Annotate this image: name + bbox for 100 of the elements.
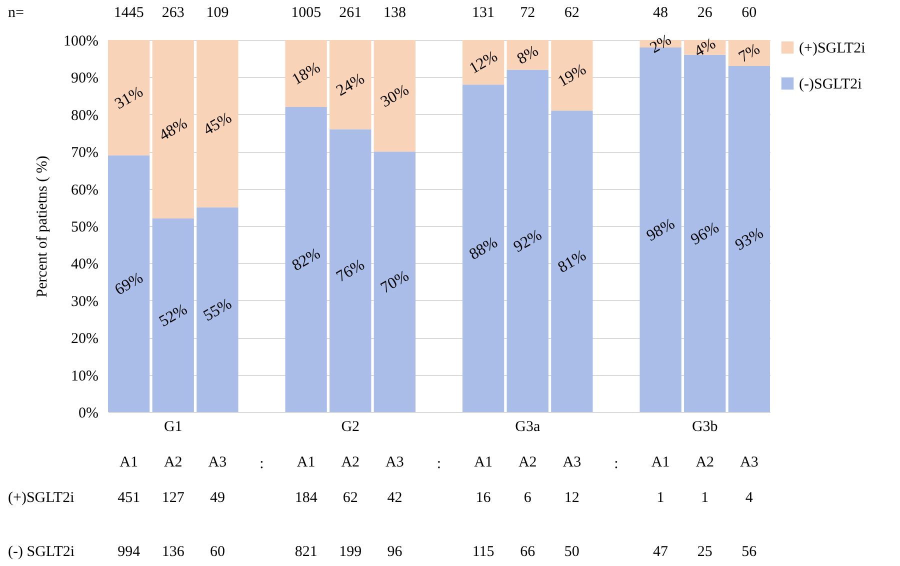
y-tick-label: 80% <box>71 108 98 124</box>
data-label: 69% <box>112 269 146 299</box>
text: (+)SGLT2i <box>8 490 74 506</box>
y-tick-label: 50% <box>71 220 98 236</box>
y-tick-label: 60% <box>71 182 98 198</box>
y-tick-label: 40% <box>71 256 98 273</box>
bar <box>374 152 416 412</box>
x-tick-label: A1 <box>651 454 670 470</box>
data-label: 88% <box>466 234 501 264</box>
text: 127 <box>162 490 185 506</box>
data-label: 18% <box>289 59 324 89</box>
text: G2 <box>341 419 360 435</box>
data-label: 82% <box>289 245 324 275</box>
bar <box>506 40 548 70</box>
bar <box>196 40 238 208</box>
data-label: 81% <box>555 247 590 276</box>
y-tick-label: 10% <box>71 368 98 384</box>
x-tick-label: A1 <box>296 454 316 470</box>
text: 6 <box>524 490 532 506</box>
bar <box>374 40 416 152</box>
text: 60 <box>210 544 225 560</box>
bar <box>152 40 194 219</box>
data-label: 30% <box>378 82 412 111</box>
text: 50 <box>564 544 580 560</box>
x-tick-label: A1 <box>120 454 138 470</box>
text: : <box>436 456 442 472</box>
text: G1 <box>164 419 182 435</box>
data-label: 93% <box>732 224 766 254</box>
x-tick-label: A2 <box>341 454 360 470</box>
bar <box>462 40 504 85</box>
x-tick-label: A1 <box>474 454 492 470</box>
x-tick-label: A3 <box>740 454 758 470</box>
text: n= <box>8 5 24 21</box>
text: 1 <box>656 490 664 506</box>
bar <box>551 40 593 111</box>
text: 62 <box>342 490 358 506</box>
text: 42 <box>387 490 402 506</box>
data-label: 48% <box>156 115 190 144</box>
text: 115 <box>472 544 494 560</box>
data-label: 31% <box>112 83 146 113</box>
text: 994 <box>118 544 141 560</box>
text: 821 <box>294 544 318 560</box>
text: 138 <box>383 5 406 21</box>
data-label: 70% <box>378 268 412 297</box>
text: 25 <box>697 544 712 560</box>
bar <box>108 40 150 156</box>
bar <box>285 106 327 412</box>
x-tick-label: A3 <box>386 454 404 470</box>
text: 12 <box>564 490 580 506</box>
text: 109 <box>206 5 229 21</box>
data-label: 8% <box>514 42 542 68</box>
legend-label: (-)SGLT2i <box>799 76 862 92</box>
text: 1 <box>701 490 709 506</box>
bar <box>728 66 770 412</box>
data-label: 24% <box>334 70 368 100</box>
bar <box>285 40 327 107</box>
text: 451 <box>118 490 140 506</box>
bar <box>551 110 593 412</box>
bar <box>684 54 726 412</box>
y-axis-title: Percent of patietns ( %) <box>34 156 51 298</box>
text: G3b <box>692 419 718 435</box>
bar <box>728 40 770 66</box>
text: 261 <box>339 5 362 21</box>
x-tick-label: A2 <box>164 454 182 470</box>
y-tick-label: 100% <box>64 34 98 50</box>
text: 136 <box>162 544 185 560</box>
bar <box>152 218 194 412</box>
text: 49 <box>210 490 225 506</box>
text: 263 <box>162 5 184 21</box>
text: 1005 <box>291 5 322 21</box>
legend-label: (+)SGLT2i <box>799 40 866 56</box>
text: 16 <box>476 490 492 506</box>
data-label: 52% <box>156 301 190 330</box>
text: 72 <box>520 5 536 21</box>
y-tick-label: 30% <box>71 294 98 310</box>
x-tick-label: A2 <box>696 454 714 470</box>
text: 199 <box>339 544 362 560</box>
data-label: 2% <box>647 31 674 57</box>
y-tick-label: 20% <box>71 331 98 348</box>
y-tick-label: 70% <box>71 145 98 162</box>
text: 47 <box>653 544 669 560</box>
data-label: 12% <box>466 48 501 78</box>
bar <box>196 207 238 412</box>
bar <box>330 40 372 130</box>
text: 184 <box>294 490 318 506</box>
bar <box>462 84 504 412</box>
data-label: 7% <box>736 40 763 66</box>
data-label: 55% <box>200 295 235 325</box>
text: 48 <box>653 5 668 21</box>
text: : <box>614 456 618 472</box>
x-tick-label: A3 <box>208 454 227 470</box>
text: 66 <box>520 544 536 560</box>
text: 131 <box>472 5 495 21</box>
y-tick-label: 0% <box>78 406 98 422</box>
text: 26 <box>697 5 713 21</box>
data-label: 45% <box>200 109 235 139</box>
text: 60 <box>742 5 757 21</box>
text: 62 <box>564 5 580 21</box>
data-label: 4% <box>692 35 719 61</box>
text: : <box>260 456 264 472</box>
